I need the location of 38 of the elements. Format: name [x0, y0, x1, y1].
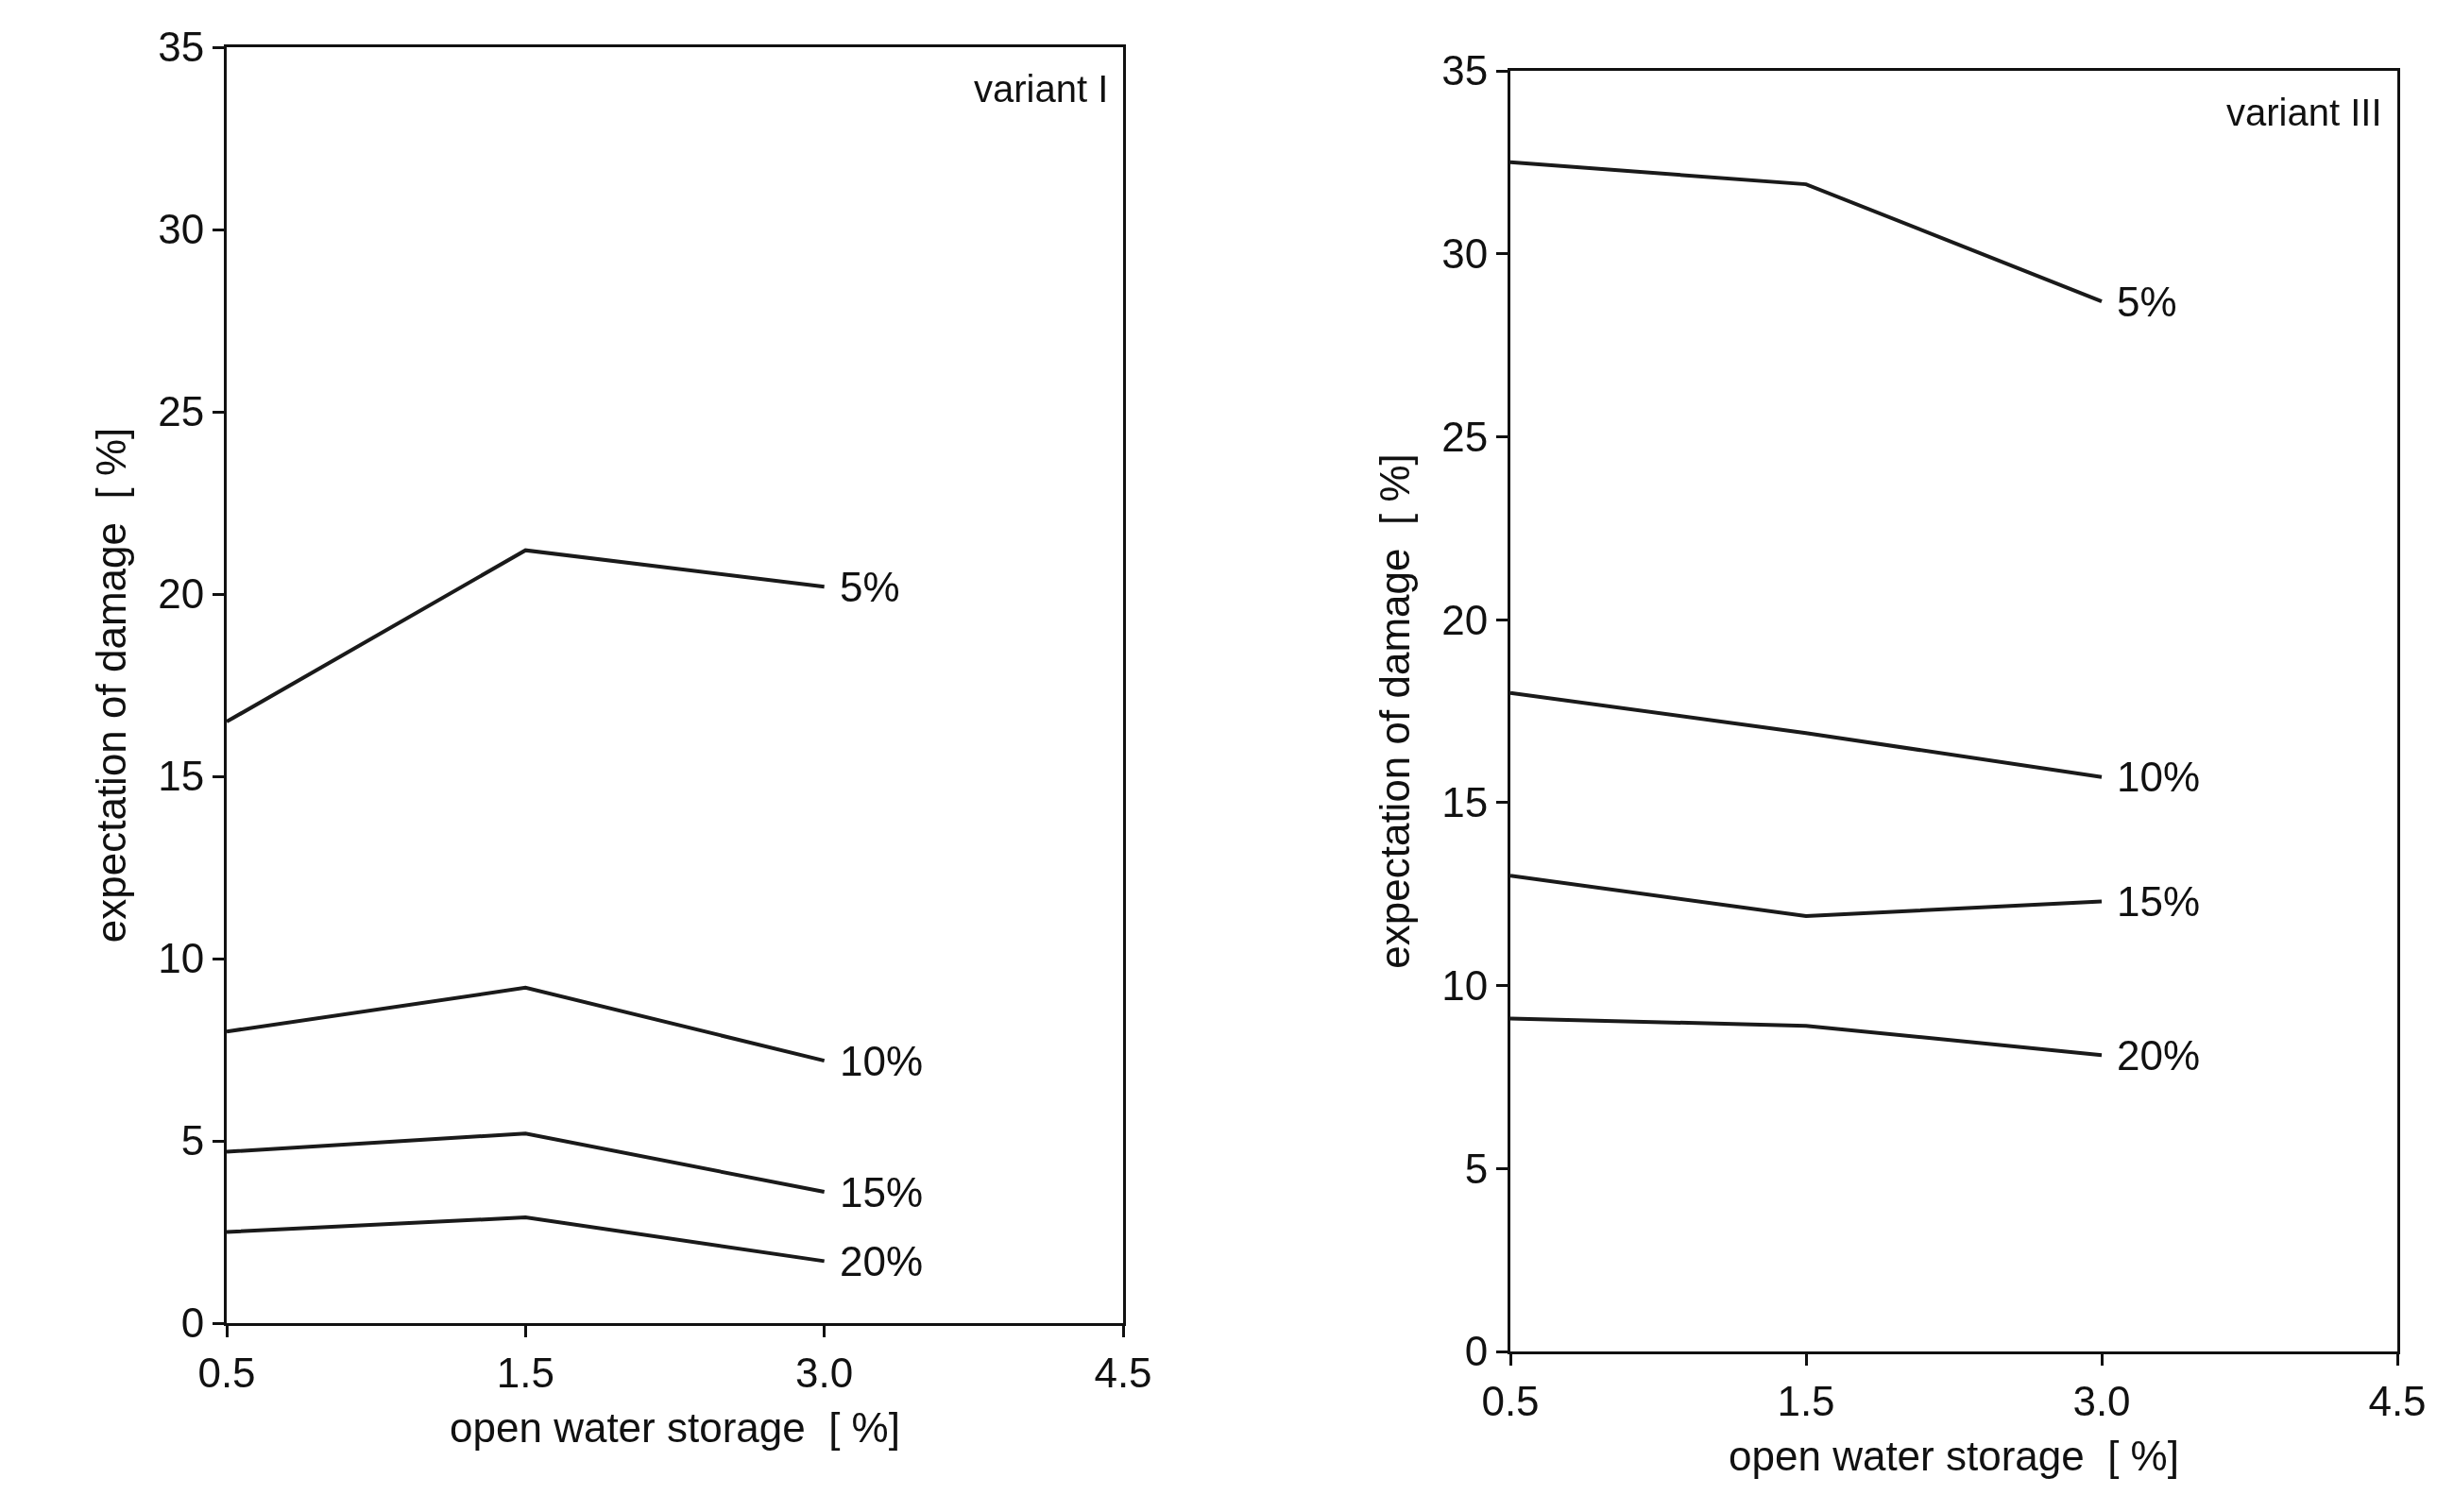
x-tick-label: 0.5: [1481, 1377, 1540, 1424]
y-axis-title: expectation of damage [ %]: [1372, 453, 1419, 969]
x-axis-title: open water storage [ %]: [450, 1404, 900, 1452]
x-tick-label: 3.0: [795, 1349, 854, 1396]
y-tick-label: 10: [158, 935, 205, 982]
y-tick-label: 0: [1464, 1328, 1489, 1375]
x-tick-label: 4.5: [1094, 1349, 1152, 1396]
y-tick-label: 5: [1464, 1145, 1489, 1192]
y-tick-label: 20: [1441, 596, 1489, 643]
y-tick-label: 35: [158, 24, 205, 71]
y-tick-label: 15: [158, 753, 205, 800]
y-tick-label: 30: [158, 206, 205, 253]
series-label: 10%: [2117, 754, 2201, 800]
y-tick-label: 25: [158, 388, 205, 435]
x-tick-label: 1.5: [496, 1349, 554, 1396]
x-tick-label: 4.5: [2368, 1377, 2427, 1424]
x-axis-title: open water storage [ %]: [1729, 1433, 2179, 1480]
series-label: 15%: [2117, 878, 2201, 925]
y-axis-title: expectation of damage [ %]: [88, 427, 135, 943]
y-tick-label: 25: [1441, 413, 1489, 460]
series-label: 10%: [840, 1038, 924, 1084]
series-label: 5%: [840, 564, 900, 610]
y-tick-label: 15: [1441, 779, 1489, 826]
y-tick-label: 5: [180, 1117, 205, 1164]
y-tick-label: 0: [180, 1300, 205, 1347]
annotation: variant I: [974, 68, 1109, 110]
y-tick-label: 35: [1441, 47, 1489, 94]
series-label: 5%: [2117, 279, 2177, 325]
series-label: 15%: [840, 1169, 924, 1215]
series-label: 20%: [2117, 1032, 2201, 1079]
annotation: variant III: [2226, 92, 2382, 133]
y-tick-label: 30: [1441, 230, 1489, 278]
y-tick-label: 10: [1441, 961, 1489, 1009]
x-tick-label: 3.0: [2072, 1377, 2131, 1424]
series-label: 20%: [840, 1238, 924, 1284]
x-tick-label: 1.5: [1777, 1377, 1835, 1424]
x-tick-label: 0.5: [197, 1349, 256, 1396]
y-tick-label: 20: [158, 570, 205, 618]
